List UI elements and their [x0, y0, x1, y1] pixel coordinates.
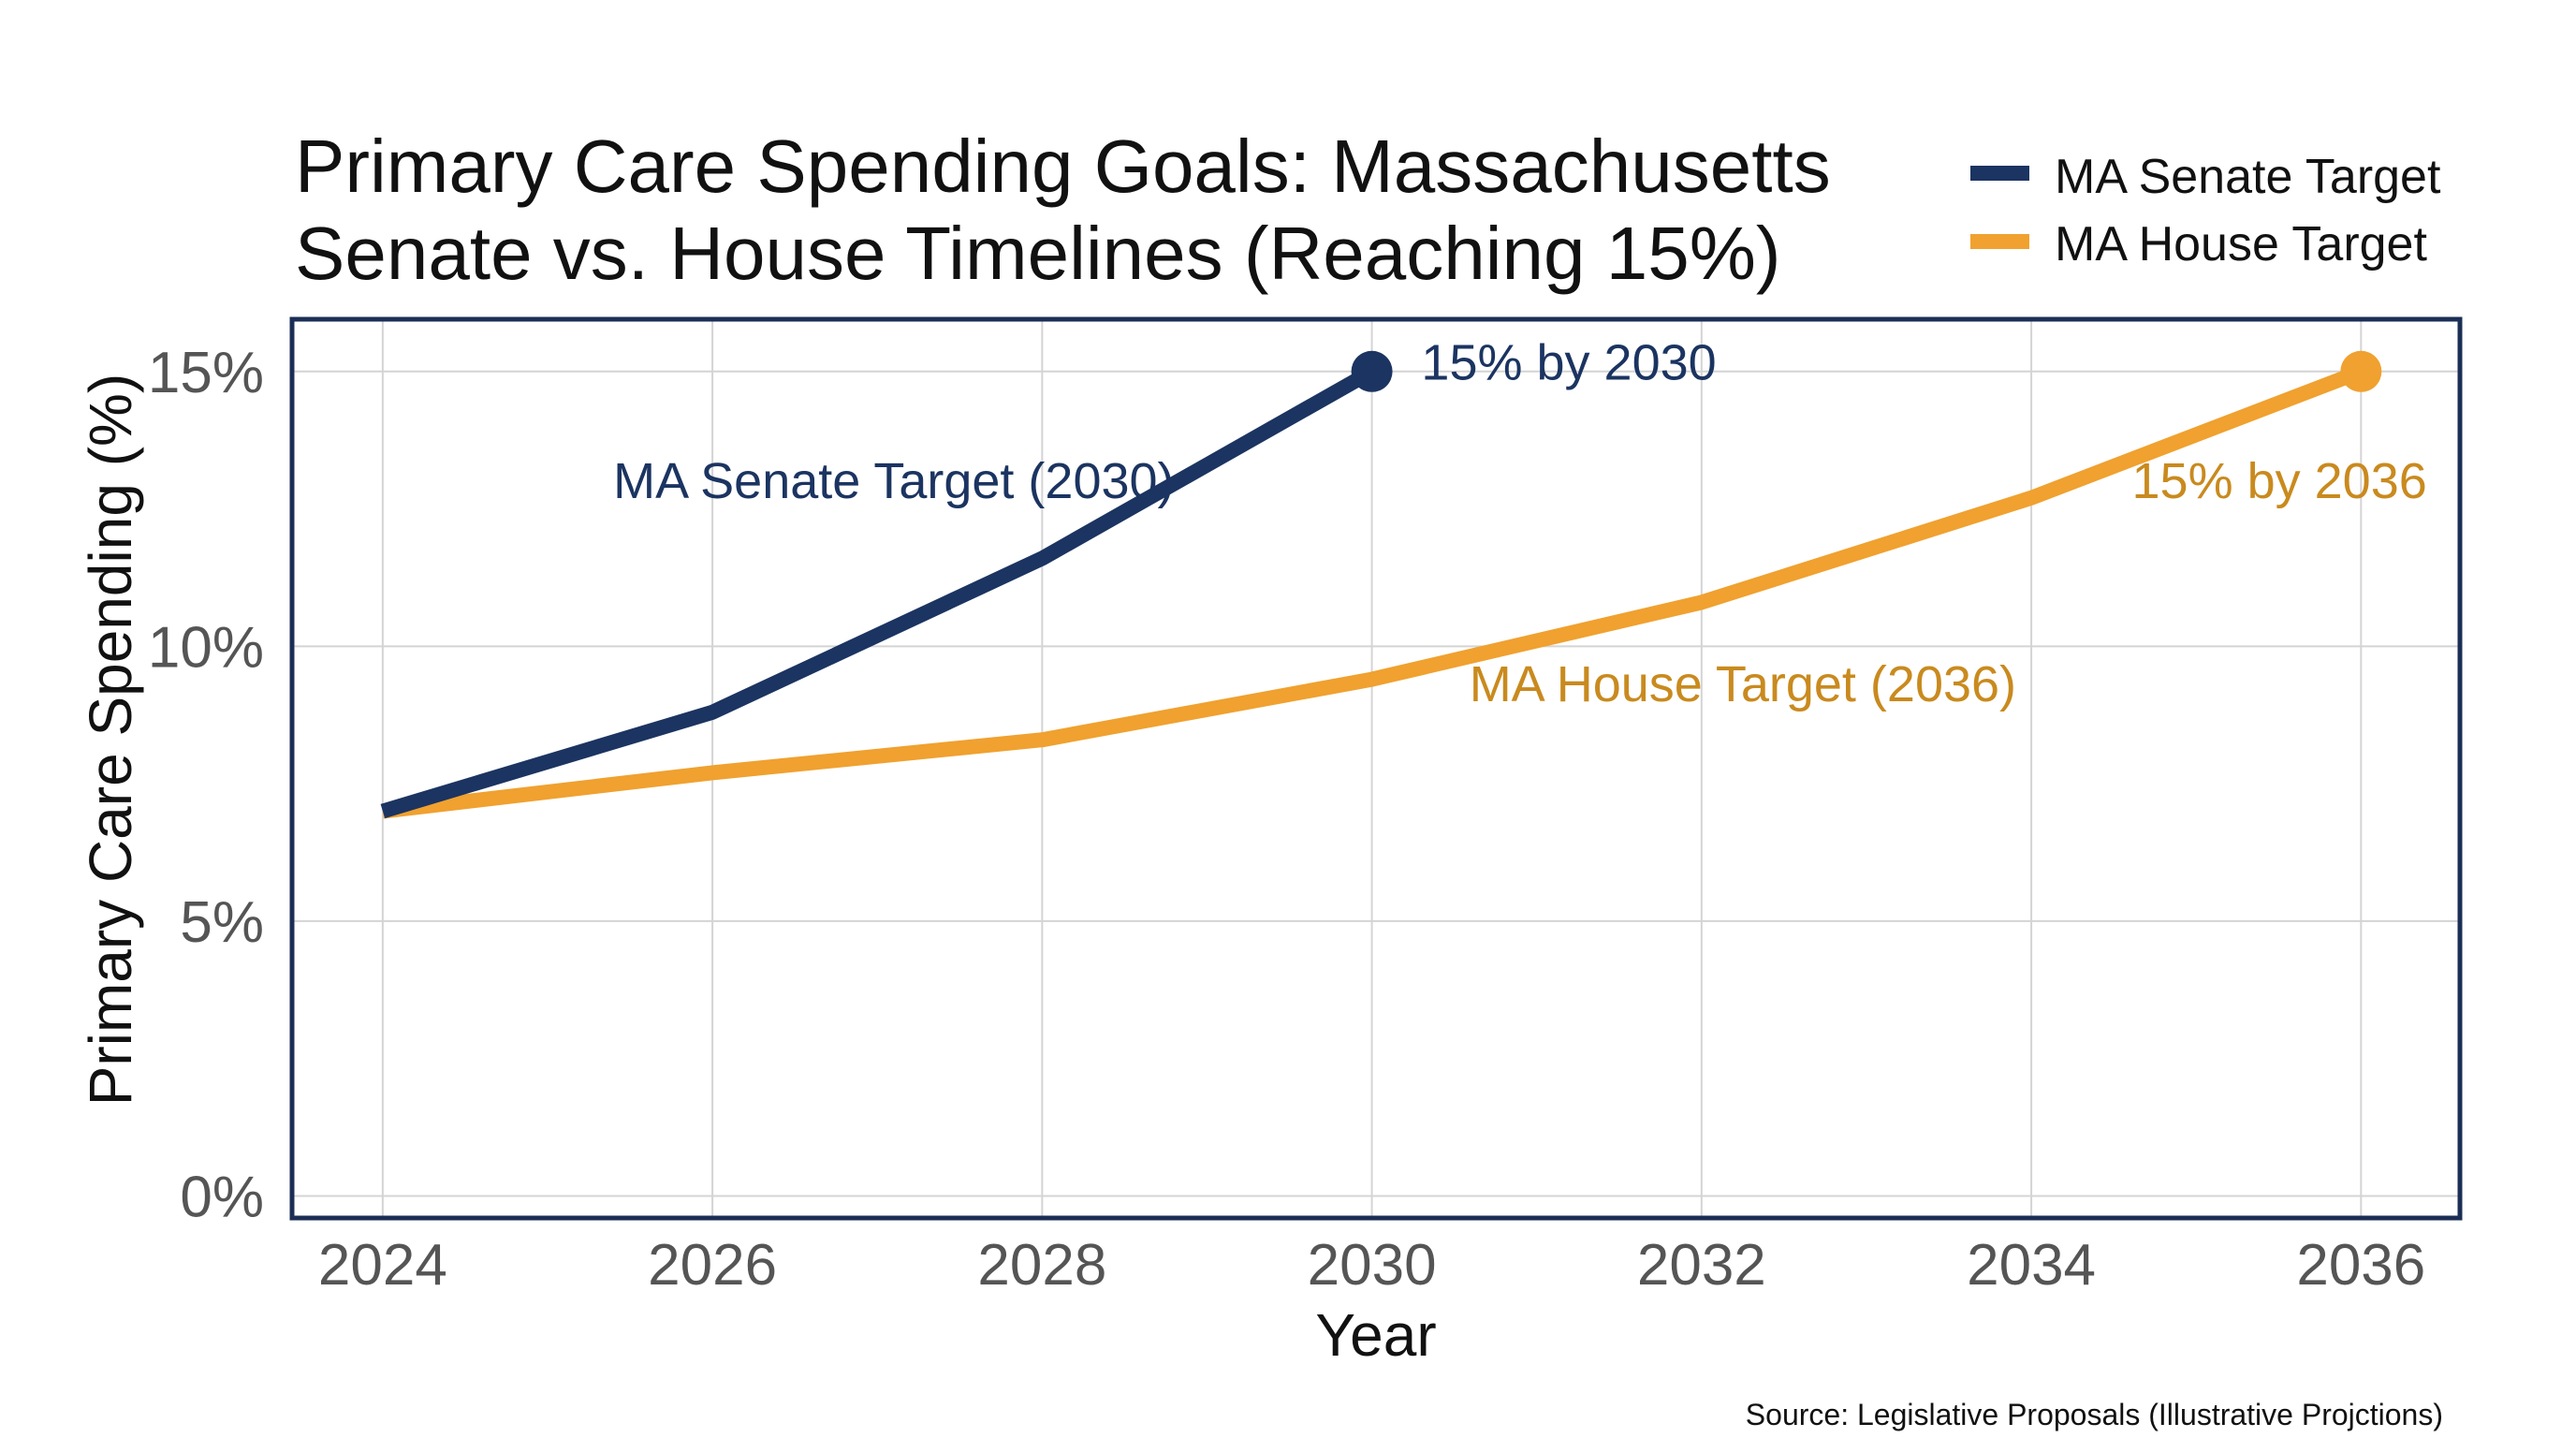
series-end-marker-ma-house-target: [2340, 350, 2382, 392]
y-tick-label: 0%: [180, 1166, 264, 1230]
source-note: Source: Legislative Proposals (Illustrat…: [1746, 1398, 2443, 1431]
series-end-marker-ma-senate-target: [1351, 350, 1393, 392]
x-tick-label: 2028: [977, 1233, 1106, 1298]
annotation-label: 15% by 2036: [2132, 453, 2427, 509]
x-axis-ticks: 2024 2026 2028 2030 2032 2034 2036: [318, 1233, 2425, 1298]
x-tick-label: 2026: [648, 1233, 777, 1298]
annotation-label: MA Senate Target (2030): [613, 453, 1174, 509]
series-line-ma-house-target: [381, 364, 2364, 819]
y-axis-label: Primary Care Spending (%): [77, 374, 144, 1107]
y-axis-ticks: 0% 5% 10% 15%: [148, 341, 264, 1230]
chart-title-line-2: Senate vs. House Timelines (Reaching 15%…: [295, 212, 1780, 295]
grid: [292, 319, 2460, 1218]
annotations: MA Senate Target (2030) 15% by 2030 MA Hou…: [613, 335, 2427, 712]
x-tick-label: 2034: [1967, 1233, 2096, 1298]
x-axis-label: Year: [1315, 1301, 1436, 1369]
plot-frame: [289, 316, 2463, 1221]
annotation-label: MA House Target (2036): [1470, 656, 2016, 712]
y-tick-label: 10%: [148, 615, 264, 680]
series-layer: [380, 350, 2382, 819]
x-tick-label: 2030: [1308, 1233, 1437, 1298]
series-line-ma-senate-target: [380, 364, 1376, 819]
chart-title-line-1: Primary Care Spending Goals: Massachuset…: [295, 125, 1831, 208]
annotation-label: 15% by 2030: [1421, 335, 1716, 391]
x-tick-label: 2024: [318, 1233, 447, 1298]
legend-label-house: MA House Target: [2055, 217, 2427, 271]
y-tick-label: 5%: [180, 890, 264, 955]
x-tick-label: 2036: [2296, 1233, 2425, 1298]
legend-label-senate: MA Senate Target: [2055, 150, 2441, 204]
y-tick-label: 15%: [148, 341, 264, 405]
x-tick-label: 2032: [1637, 1233, 1766, 1298]
legend: MA Senate Target MA House Target: [1970, 150, 2441, 271]
